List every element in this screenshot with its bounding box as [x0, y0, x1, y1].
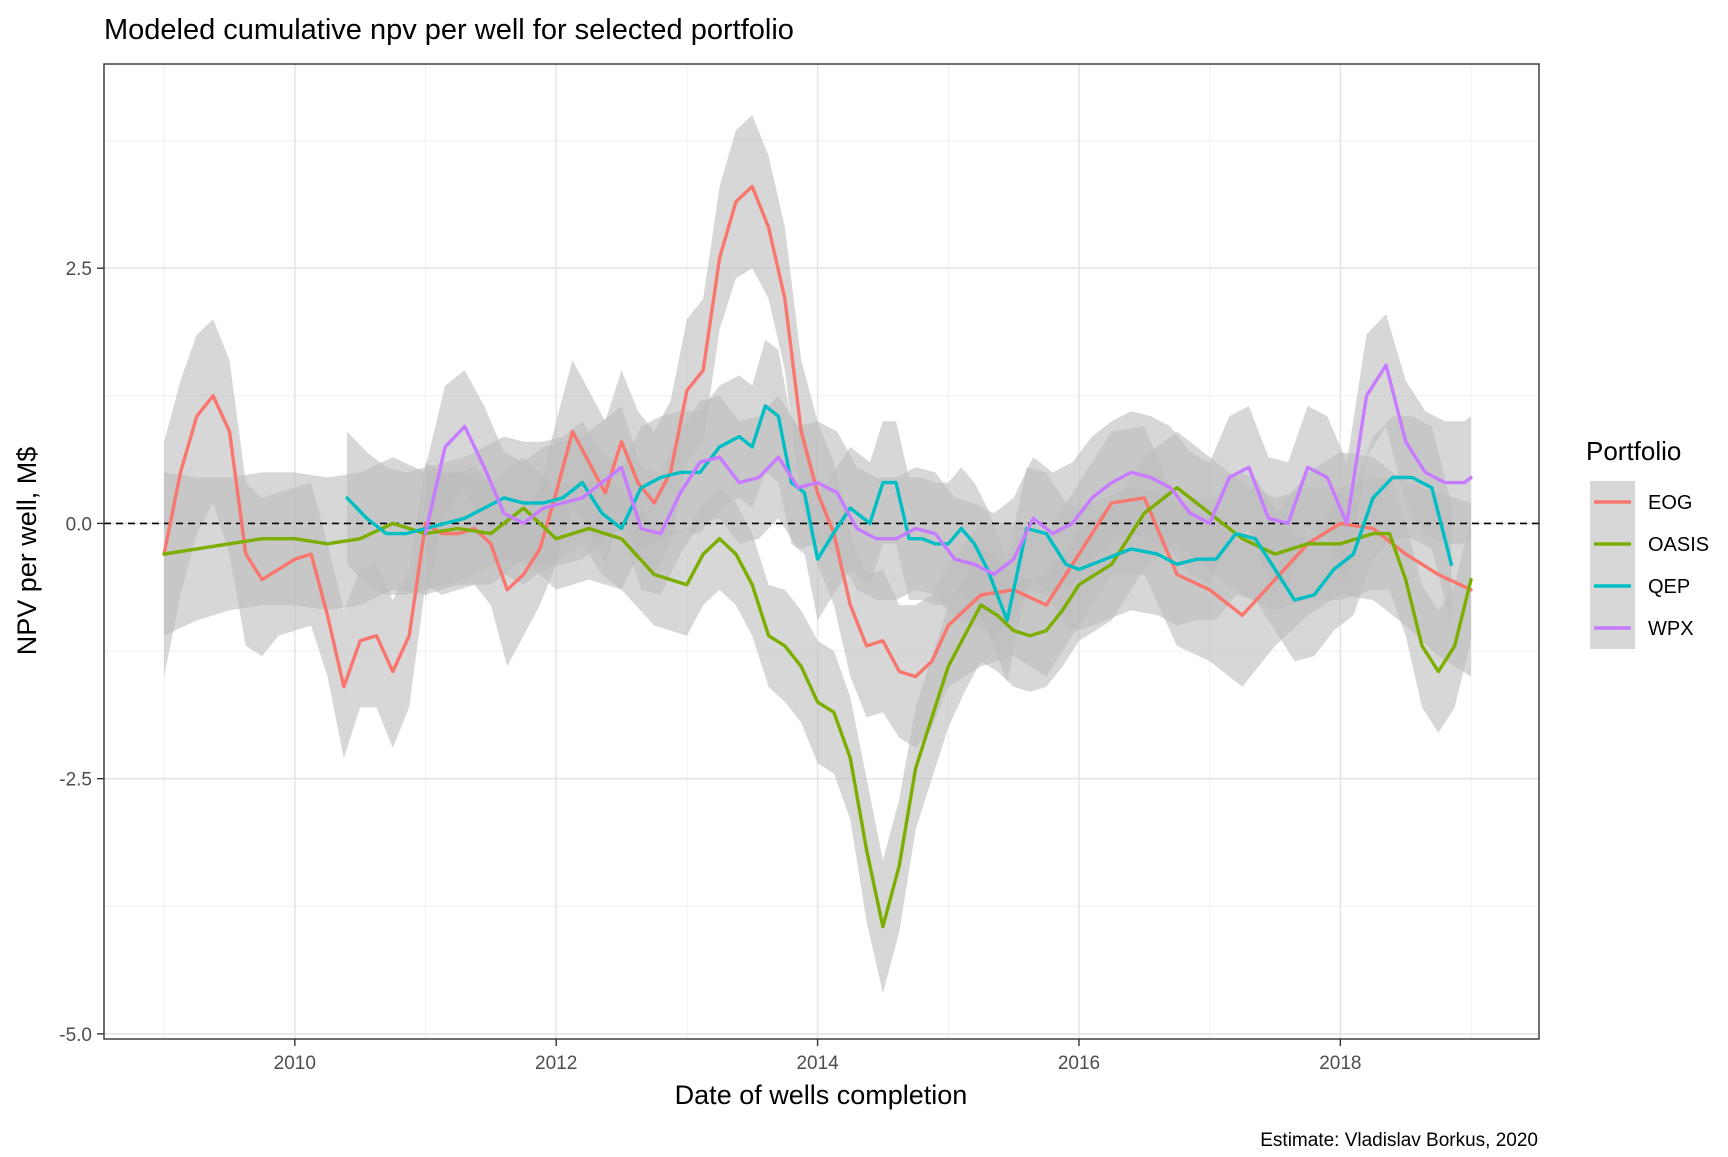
x-tick-label: 2010: [274, 1053, 316, 1074]
series-line-wpx: [423, 363, 1473, 577]
legend-label-eog: EOG: [1648, 492, 1692, 514]
x-tick-label: 2014: [796, 1053, 839, 1074]
y-tick-label: 2.5: [66, 259, 92, 280]
legend-items: EOG OASIS QEP WPX: [1590, 481, 1709, 649]
y-tick-label: -2.5: [59, 770, 92, 791]
confidence-bands: [164, 115, 1472, 994]
legend-label-qep: QEP: [1648, 576, 1690, 598]
legend: Portfolio EOG OASIS QEP WPX: [1586, 436, 1709, 649]
legend-title: Portfolio: [1586, 436, 1681, 466]
y-tick-label: -5.0: [59, 1025, 92, 1046]
plot-border: [103, 63, 1540, 1040]
legend-label-oasis: OASIS: [1648, 534, 1709, 556]
confidence-band-oasis: [164, 431, 1472, 994]
series-lines: [162, 184, 1473, 929]
series-line-eog: [162, 184, 1473, 689]
y-axis-title: NPV per well, M$: [12, 447, 42, 656]
x-tick-label: 2016: [1058, 1053, 1100, 1074]
chart-title: Modeled cumulative npv per well for sele…: [104, 14, 794, 46]
series-line-qep: [345, 404, 1454, 623]
chart-caption: Estimate: Vladislav Borkus, 2020: [1260, 1130, 1538, 1151]
x-tick-label: 2012: [535, 1053, 577, 1074]
axis-ticks: 2010 2012 2014 2016 2018 2.5 0.0 -2.5 -5.0: [59, 259, 1361, 1074]
x-axis-title: Date of wells completion: [675, 1080, 968, 1110]
series-line-oasis: [162, 486, 1473, 929]
confidence-band-wpx: [425, 314, 1471, 636]
legend-label-wpx: WPX: [1648, 618, 1694, 640]
y-tick-label: 0.0: [66, 514, 92, 535]
x-tick-label: 2018: [1319, 1053, 1361, 1074]
